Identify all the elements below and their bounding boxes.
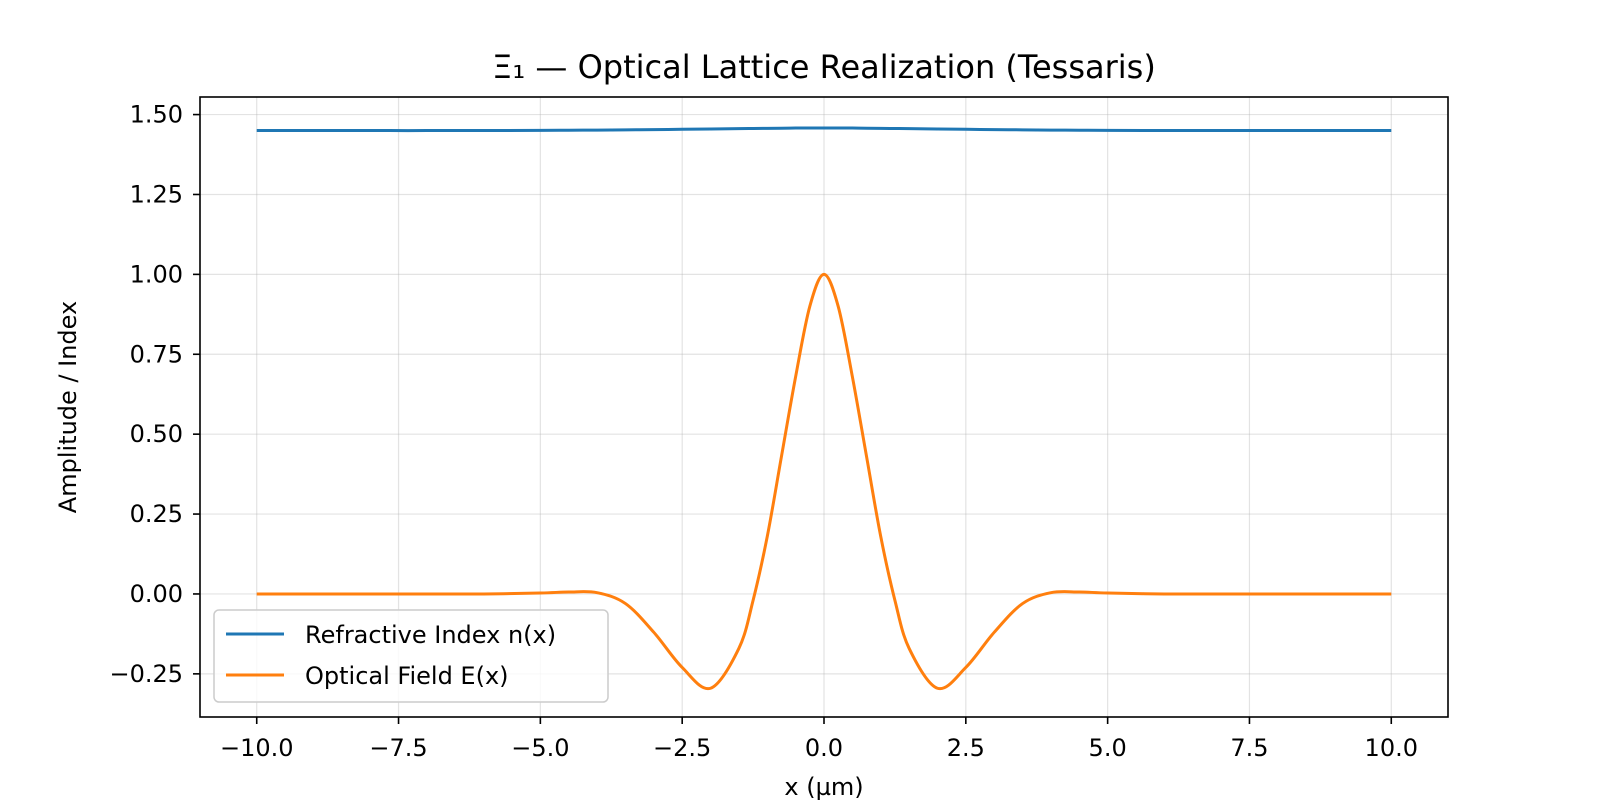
x-axis-label: x (µm) bbox=[784, 773, 863, 800]
x-tick-label: −10.0 bbox=[220, 734, 294, 762]
y-tick-label: 0.75 bbox=[130, 340, 183, 368]
x-tick-label: −5.0 bbox=[511, 734, 569, 762]
legend-label-optical-field: Optical Field E(x) bbox=[305, 662, 509, 690]
y-tick-label: 1.00 bbox=[130, 260, 183, 288]
series-layer bbox=[256, 126, 1392, 691]
x-tick-label: −2.5 bbox=[653, 734, 711, 762]
y-axis-label: Amplitude / Index bbox=[54, 301, 82, 513]
y-tick-label: 1.25 bbox=[130, 180, 183, 208]
y-tick-label: 1.50 bbox=[130, 101, 183, 129]
legend: Refractive Index n(x) Optical Field E(x) bbox=[213, 609, 609, 703]
x-tick-label: 5.0 bbox=[1089, 734, 1127, 762]
tick-layer: −10.0 −7.5 −5.0 −2.5 0.0 2.5 5.0 7.5 10.0 −0.25 0.… bbox=[109, 101, 1418, 762]
x-tick-label: 7.5 bbox=[1230, 734, 1268, 762]
legend-box bbox=[213, 609, 609, 703]
series-line-refractive-index bbox=[256, 126, 1392, 133]
x-tick-label: −7.5 bbox=[369, 734, 427, 762]
y-tick-label: −0.25 bbox=[109, 660, 183, 688]
x-tick-label: 0.0 bbox=[805, 734, 843, 762]
y-tick-label: 0.25 bbox=[130, 500, 183, 528]
x-tick-label: 2.5 bbox=[947, 734, 985, 762]
y-tick-label: 0.50 bbox=[130, 420, 183, 448]
y-tick-label: 0.00 bbox=[130, 580, 183, 608]
x-tick-label: 10.0 bbox=[1365, 734, 1418, 762]
chart-title: Ξ₁ — Optical Lattice Realization (Tessar… bbox=[492, 48, 1156, 86]
series-line-optical-field bbox=[256, 272, 1392, 691]
legend-label-refractive-index: Refractive Index n(x) bbox=[305, 621, 556, 649]
